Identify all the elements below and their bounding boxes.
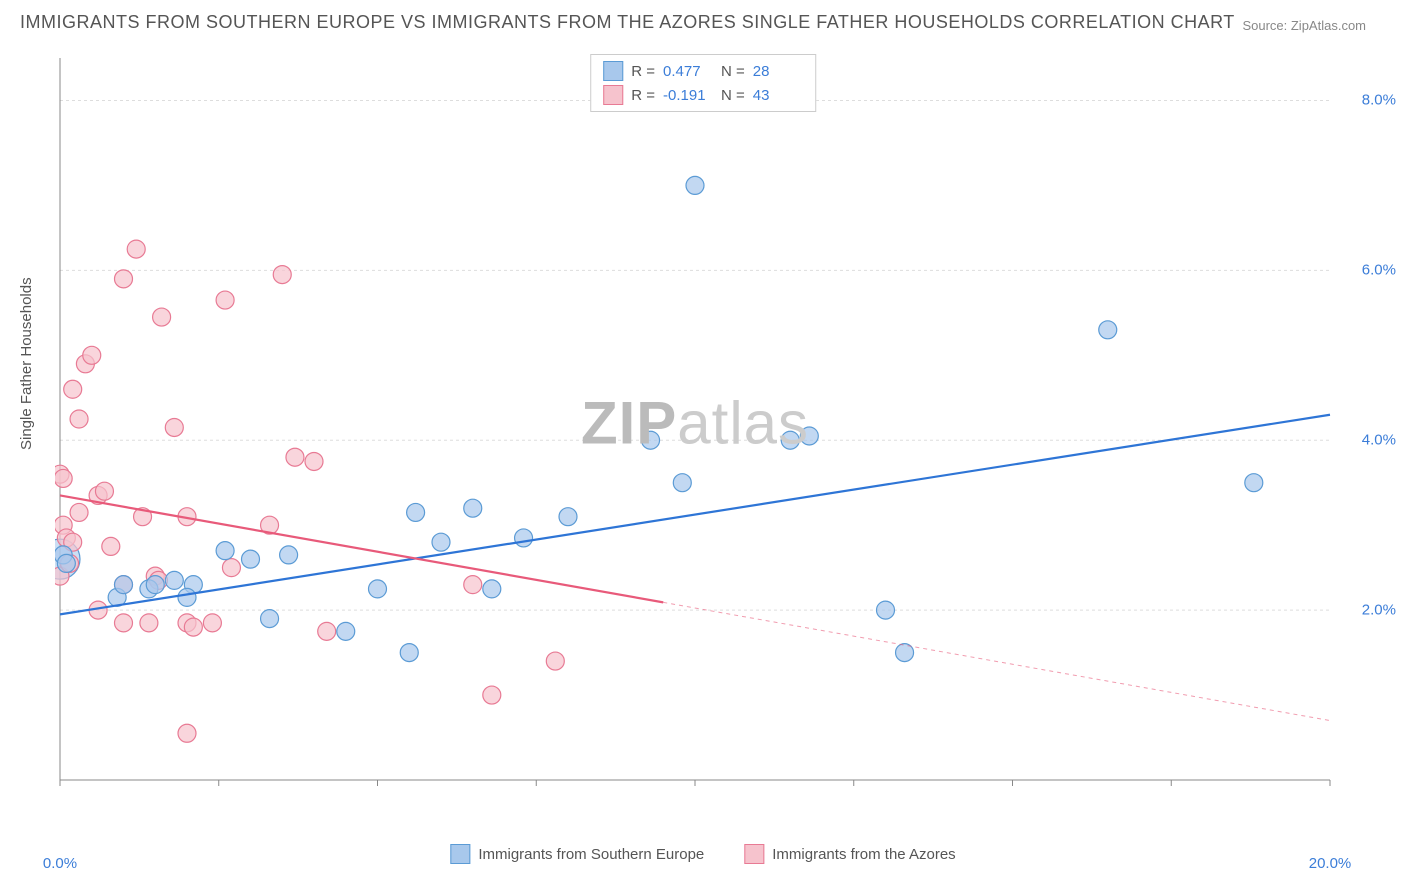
y-tick-label: 6.0% (1362, 262, 1396, 279)
legend-item-1: Immigrants from the Azores (744, 844, 955, 864)
n-value-1: 43 (753, 87, 803, 104)
swatch-bottom-1 (744, 844, 764, 864)
y-tick-label: 4.0% (1362, 432, 1396, 449)
n-label: N = (721, 63, 745, 80)
chart-area: ZIPatlas (55, 50, 1335, 810)
legend-item-0: Immigrants from Southern Europe (450, 844, 704, 864)
legend-row-series-0: R = 0.477 N = 28 (603, 59, 803, 83)
scatter-chart (55, 50, 1335, 810)
swatch-series-1 (603, 85, 623, 105)
series-legend: Immigrants from Southern Europe Immigran… (450, 844, 955, 864)
x-tick-label: 0.0% (43, 855, 77, 872)
correlation-legend: R = 0.477 N = 28 R = -0.191 N = 43 (590, 54, 816, 112)
n-label: N = (721, 87, 745, 104)
y-tick-label: 2.0% (1362, 602, 1396, 619)
source-attribution: Source: ZipAtlas.com (1242, 18, 1366, 33)
swatch-bottom-0 (450, 844, 470, 864)
chart-title: IMMIGRANTS FROM SOUTHERN EUROPE VS IMMIG… (20, 12, 1235, 33)
legend-row-series-1: R = -0.191 N = 43 (603, 83, 803, 107)
y-axis-label: Single Father Households (18, 277, 35, 450)
r-value-1: -0.191 (663, 87, 713, 104)
r-value-0: 0.477 (663, 63, 713, 80)
series-name-0: Immigrants from Southern Europe (478, 846, 704, 863)
n-value-0: 28 (753, 63, 803, 80)
x-tick-label: 20.0% (1309, 855, 1352, 872)
r-label: R = (631, 63, 655, 80)
swatch-series-0 (603, 61, 623, 81)
r-label: R = (631, 87, 655, 104)
series-name-1: Immigrants from the Azores (772, 846, 955, 863)
y-tick-label: 8.0% (1362, 92, 1396, 109)
